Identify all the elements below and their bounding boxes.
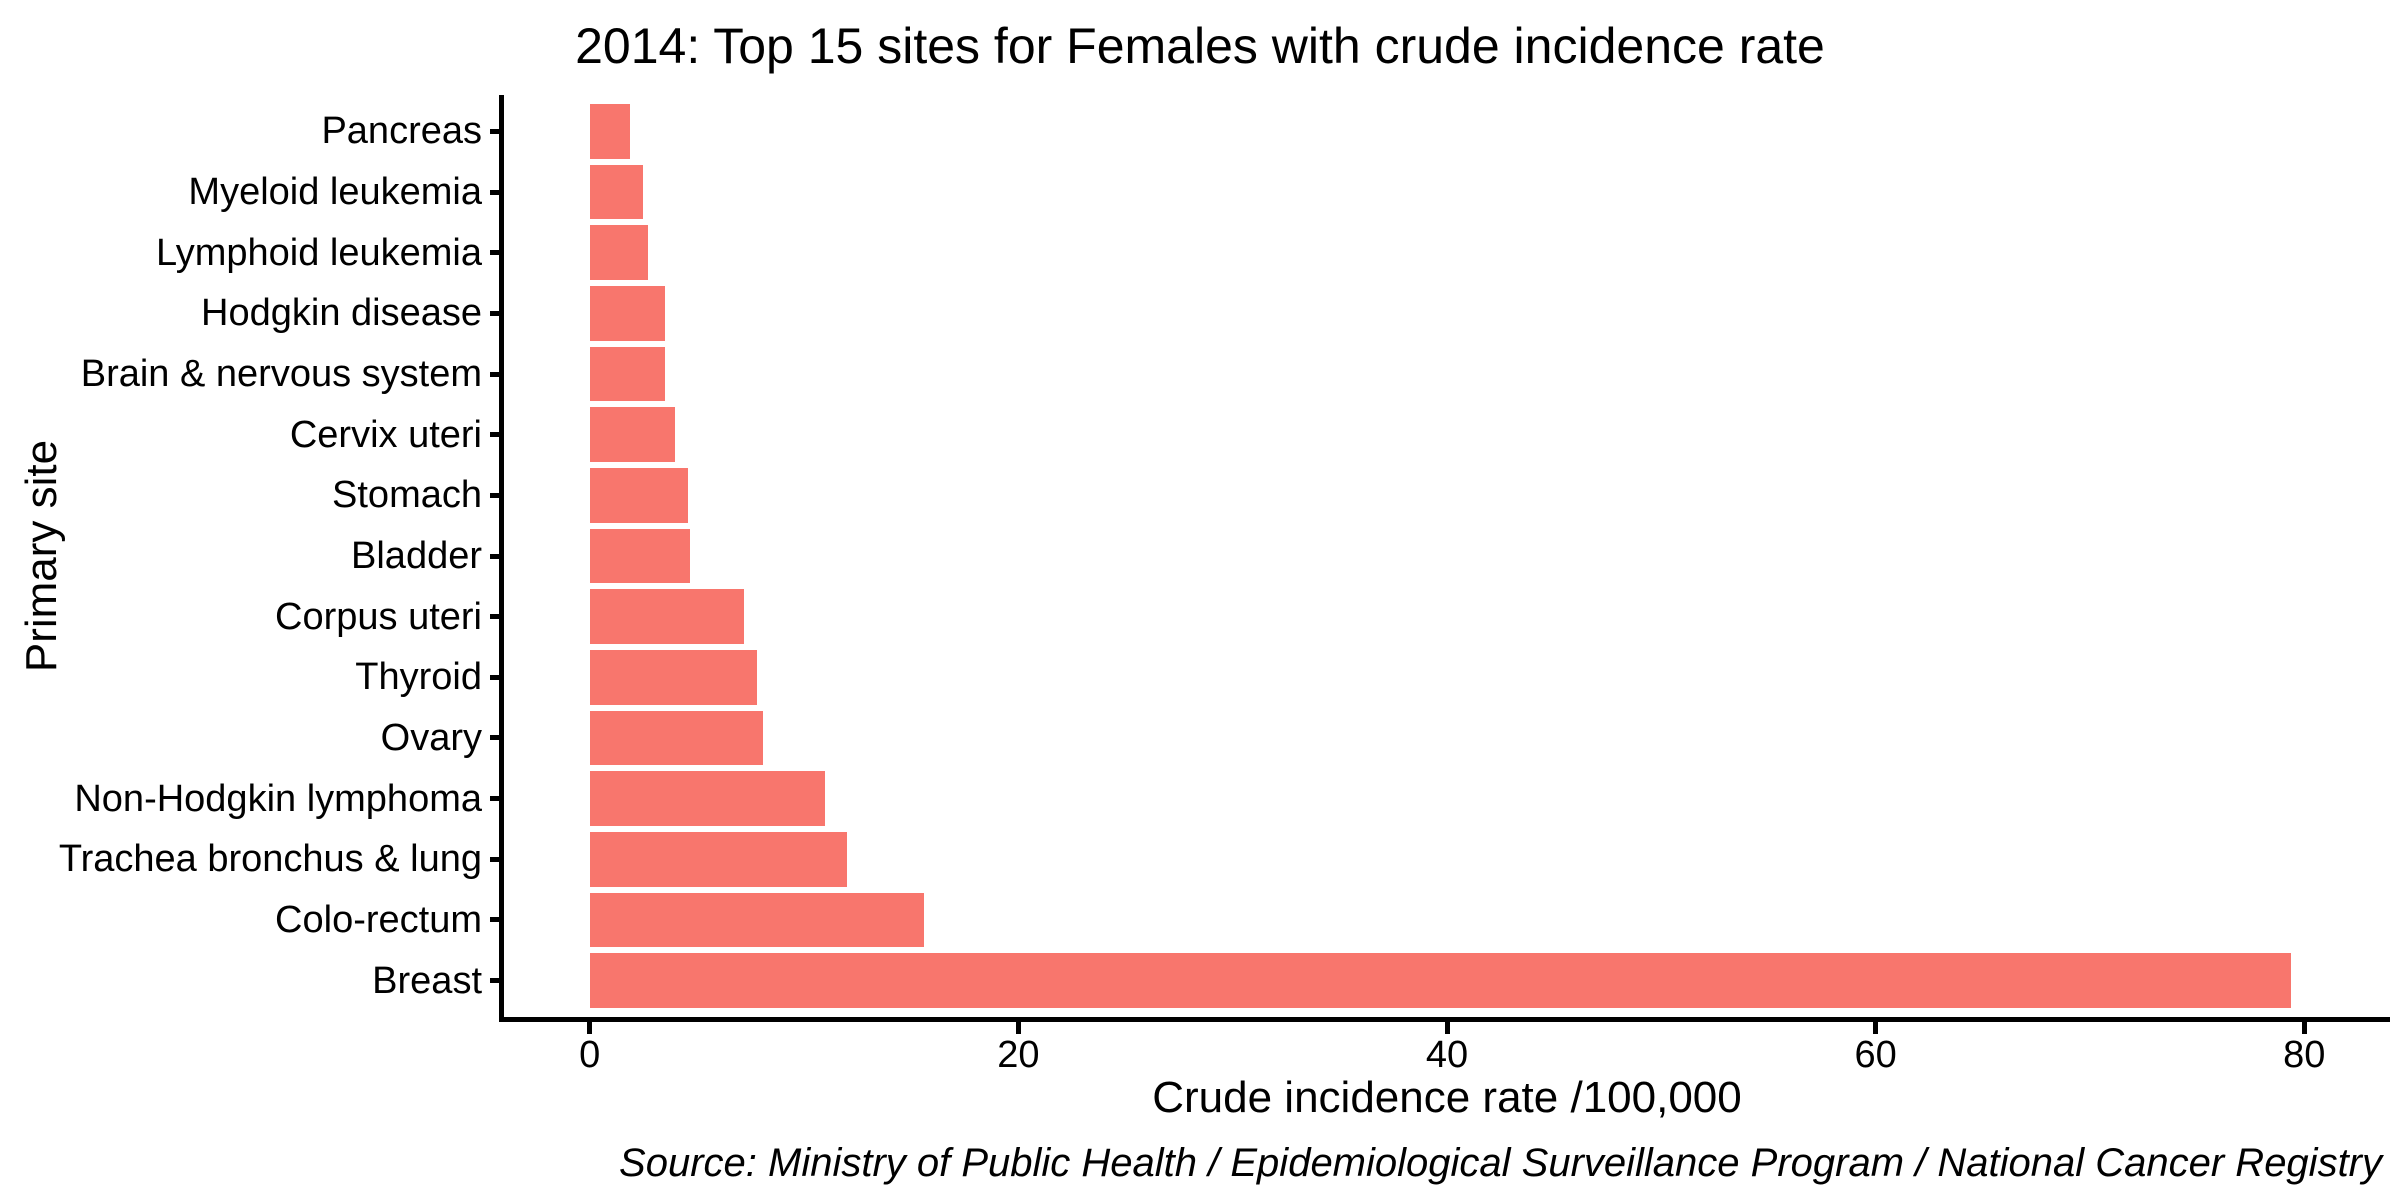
y-axis-tick — [490, 917, 504, 923]
bar-ovary — [589, 710, 764, 766]
x-tick-label-60: 60 — [1854, 1034, 1897, 1076]
x-axis-tick — [587, 1021, 593, 1034]
y-tick-label-myeloid-leukemia: Myeloid leukemia — [188, 171, 482, 214]
bar-stomach — [589, 468, 689, 523]
bar-cervix-uteri — [589, 407, 676, 462]
y-tick-label-non-hodgkin-lymphoma: Non-Hodgkin lymphoma — [74, 777, 482, 820]
y-axis-tick — [490, 250, 504, 256]
y-tick-label-thyroid: Thyroid — [355, 656, 482, 699]
y-tick-label-stomach: Stomach — [332, 474, 482, 517]
y-axis-tick — [490, 674, 504, 680]
x-tick-label-0: 0 — [579, 1034, 601, 1076]
y-axis-tick — [490, 856, 504, 862]
y-tick-label-lymphoid-leukemia: Lymphoid leukemia — [156, 231, 482, 274]
y-axis-tick — [490, 432, 504, 438]
bar-hodgkin-disease — [589, 286, 665, 341]
bar-pancreas — [589, 104, 631, 159]
y-tick-label-ovary: Ovary — [380, 716, 482, 759]
x-axis-tick — [2301, 1021, 2307, 1034]
bar-brain-nervous-system — [589, 346, 665, 402]
chart-title: 2014: Top 15 sites for Females with crud… — [575, 18, 1825, 74]
y-axis-tick — [490, 371, 504, 377]
x-axis-title: Crude incidence rate /100,000 — [1152, 1073, 1742, 1122]
bar-trachea-bronchus-lung — [589, 831, 847, 887]
x-tick-label-40: 40 — [1425, 1034, 1469, 1076]
y-axis-tick — [490, 614, 504, 620]
y-axis-tick — [490, 553, 504, 559]
y-axis-tick — [490, 796, 504, 802]
bar-lymphoid-leukemia — [589, 225, 648, 280]
plot-panel — [499, 95, 2390, 1022]
y-tick-label-brain-nervous-system: Brain & nervous system — [80, 353, 482, 396]
x-tick-label-20: 20 — [997, 1034, 1040, 1076]
x-axis-tick — [1444, 1021, 1450, 1034]
x-tick-label-80: 80 — [2283, 1034, 2326, 1076]
bar-breast — [589, 953, 2292, 1008]
x-axis-tick — [1873, 1021, 1879, 1034]
y-axis-tick — [490, 128, 504, 134]
bar-colo-rectum — [589, 892, 925, 948]
y-tick-label-pancreas: Pancreas — [321, 110, 482, 153]
y-tick-label-trachea-bronchus-lung: Trachea bronchus & lung — [58, 838, 482, 881]
source-note: Source: Ministry of Public Health / Epid… — [619, 1141, 2382, 1185]
bar-corpus-uteri — [589, 589, 745, 644]
bar-non-hodgkin-lymphoma — [589, 771, 826, 826]
bar-bladder — [589, 528, 691, 584]
y-tick-label-corpus-uteri: Corpus uteri — [275, 595, 482, 638]
y-tick-label-cervix-uteri: Cervix uteri — [289, 413, 482, 456]
y-axis-tick — [490, 735, 504, 741]
y-axis-tick — [490, 310, 504, 316]
y-tick-label-bladder: Bladder — [351, 535, 482, 577]
y-tick-label-hodgkin-disease: Hodgkin disease — [201, 292, 482, 335]
bar-thyroid — [589, 650, 757, 705]
x-axis-tick — [1015, 1021, 1021, 1034]
bar-myeloid-leukemia — [589, 164, 644, 220]
y-axis-tick — [490, 492, 504, 498]
y-axis-tick — [490, 978, 504, 984]
y-axis-tick — [490, 189, 504, 195]
y-tick-label-colo-rectum: Colo-rectum — [275, 898, 482, 941]
y-tick-label-breast: Breast — [372, 959, 482, 1002]
